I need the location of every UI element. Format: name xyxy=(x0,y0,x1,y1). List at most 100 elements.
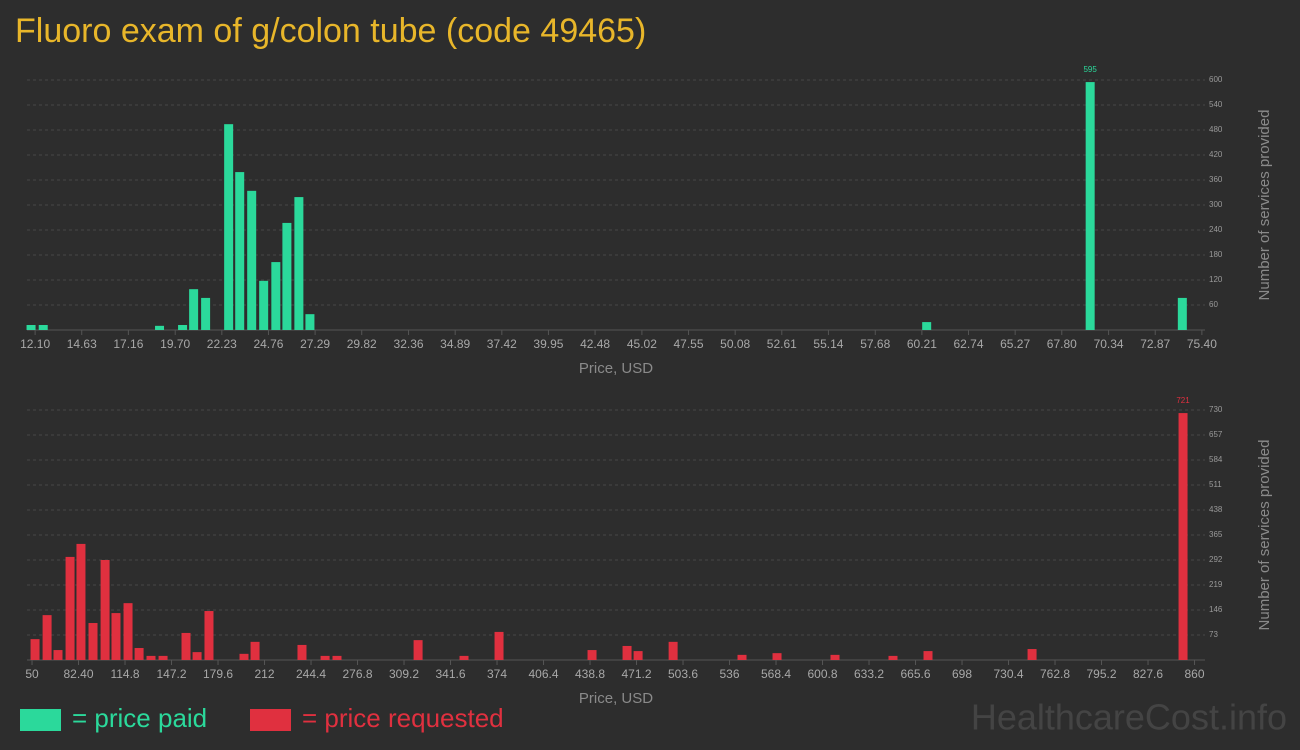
x-tick-label: 22.23 xyxy=(207,337,237,351)
bar xyxy=(239,653,249,660)
y-tick-label: 300 xyxy=(1209,200,1223,209)
y-tick-label: 180 xyxy=(1209,250,1223,259)
legend-label: = price paid xyxy=(72,703,207,733)
chart-title: Fluoro exam of g/colon tube (code 49465) xyxy=(15,12,646,50)
bar xyxy=(146,655,156,660)
y-axis-title: Number of services provided xyxy=(1256,440,1273,631)
bar xyxy=(100,560,110,660)
x-tick-label: 17.16 xyxy=(113,337,143,351)
bar xyxy=(320,655,330,660)
bar xyxy=(65,556,75,660)
bar xyxy=(1027,649,1037,660)
bar xyxy=(235,172,245,330)
x-tick-label: 827.6 xyxy=(1133,667,1163,681)
legend-swatch xyxy=(20,709,61,731)
data-label: 721 xyxy=(1176,396,1190,405)
y-tick-label: 365 xyxy=(1209,530,1223,539)
x-tick-label: 42.48 xyxy=(580,337,610,351)
bar xyxy=(189,289,199,330)
x-axis-title: Price, USD xyxy=(579,690,653,707)
bar xyxy=(923,651,933,660)
bar xyxy=(294,197,304,330)
bar xyxy=(494,631,504,660)
bar xyxy=(271,262,281,330)
y-tick-label: 360 xyxy=(1209,175,1223,184)
y-tick-label: 420 xyxy=(1209,150,1223,159)
x-tick-label: 47.55 xyxy=(674,337,704,351)
x-tick-label: 471.2 xyxy=(622,667,652,681)
x-tick-label: 65.27 xyxy=(1000,337,1030,351)
watermark: HealthcareCost.info xyxy=(971,697,1287,738)
y-tick-label: 73 xyxy=(1209,630,1218,639)
bar xyxy=(282,222,292,330)
bar xyxy=(204,611,214,660)
x-tick-label: 244.4 xyxy=(296,667,326,681)
x-tick-label: 57.68 xyxy=(860,337,890,351)
bar xyxy=(413,640,423,660)
x-tick-label: 19.70 xyxy=(160,337,190,351)
y-tick-label: 600 xyxy=(1209,75,1223,84)
y-tick-label: 657 xyxy=(1209,430,1223,439)
bar xyxy=(772,653,782,660)
x-tick-label: 45.02 xyxy=(627,337,657,351)
y-tick-label: 540 xyxy=(1209,100,1223,109)
x-tick-label: 309.2 xyxy=(389,667,419,681)
bar xyxy=(178,325,188,330)
bar xyxy=(134,648,144,660)
bar xyxy=(250,641,260,660)
y-axis-title: Number of services provided xyxy=(1256,110,1273,301)
x-tick-label: 568.4 xyxy=(761,667,791,681)
x-tick-label: 60.21 xyxy=(907,337,937,351)
bar xyxy=(737,654,747,660)
bar xyxy=(668,641,678,660)
legend-label: = price requested xyxy=(302,703,504,733)
x-tick-label: 70.34 xyxy=(1094,337,1124,351)
bar xyxy=(1177,297,1187,330)
x-tick-label: 37.42 xyxy=(487,337,517,351)
bar xyxy=(123,603,133,660)
y-tick-label: 240 xyxy=(1209,225,1223,234)
x-tick-label: 67.80 xyxy=(1047,337,1077,351)
y-tick-label: 730 xyxy=(1209,405,1223,414)
bar xyxy=(181,632,191,660)
x-tick-label: 341.6 xyxy=(436,667,466,681)
bar xyxy=(332,655,342,660)
x-tick-label: 633.2 xyxy=(854,667,884,681)
bar xyxy=(30,639,40,660)
y-tick-label: 511 xyxy=(1209,480,1222,489)
y-tick-label: 292 xyxy=(1209,555,1223,564)
x-tick-label: 730.4 xyxy=(994,667,1024,681)
bar xyxy=(259,280,269,330)
x-tick-label: 50.08 xyxy=(720,337,750,351)
y-tick-label: 146 xyxy=(1209,605,1223,614)
bar xyxy=(459,655,469,660)
bar xyxy=(922,322,932,330)
y-tick-label: 60 xyxy=(1209,300,1218,309)
bar xyxy=(587,650,597,660)
bar xyxy=(42,615,52,660)
bar xyxy=(192,652,202,660)
x-tick-label: 50 xyxy=(25,667,39,681)
bar xyxy=(111,613,121,660)
bar xyxy=(155,325,165,330)
x-tick-label: 39.95 xyxy=(533,337,563,351)
bar xyxy=(224,124,234,331)
x-tick-label: 698 xyxy=(952,667,972,681)
x-tick-label: 55.14 xyxy=(813,337,843,351)
y-tick-label: 584 xyxy=(1209,455,1223,464)
y-tick-label: 120 xyxy=(1209,275,1223,284)
y-tick-label: 480 xyxy=(1209,125,1223,134)
legend-swatch xyxy=(250,709,291,731)
x-tick-label: 179.6 xyxy=(203,667,233,681)
bar xyxy=(622,645,632,660)
bar xyxy=(26,325,36,330)
data-label: 595 xyxy=(1083,65,1097,74)
x-tick-label: 72.87 xyxy=(1140,337,1170,351)
bar xyxy=(38,325,48,330)
bar xyxy=(297,644,307,660)
bar xyxy=(305,314,315,330)
x-tick-label: 29.82 xyxy=(347,337,377,351)
x-tick-label: 762.8 xyxy=(1040,667,1070,681)
bar xyxy=(888,655,898,660)
